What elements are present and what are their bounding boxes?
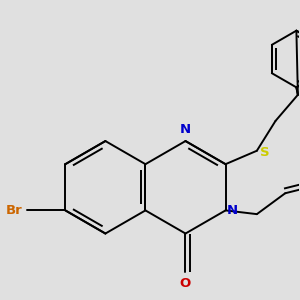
Text: N: N — [180, 123, 191, 136]
Text: N: N — [227, 204, 238, 217]
Text: Br: Br — [5, 204, 22, 217]
Text: S: S — [260, 146, 269, 160]
Text: O: O — [180, 277, 191, 290]
